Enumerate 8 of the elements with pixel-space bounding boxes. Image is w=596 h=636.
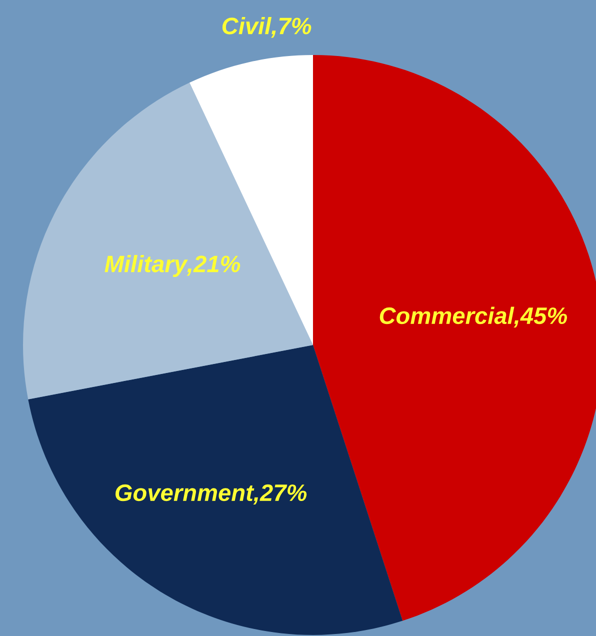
data-label: ,27% bbox=[253, 484, 307, 505]
slice-label: Government bbox=[116, 484, 254, 502]
slice-label: Commercial bbox=[380, 306, 514, 324]
data-label: ,45% bbox=[514, 308, 568, 328]
slice-label: Military bbox=[104, 255, 188, 278]
data-label: ,21% bbox=[186, 256, 240, 276]
data-label: ,7% bbox=[270, 18, 312, 38]
slice-label: Civil bbox=[222, 17, 272, 34]
